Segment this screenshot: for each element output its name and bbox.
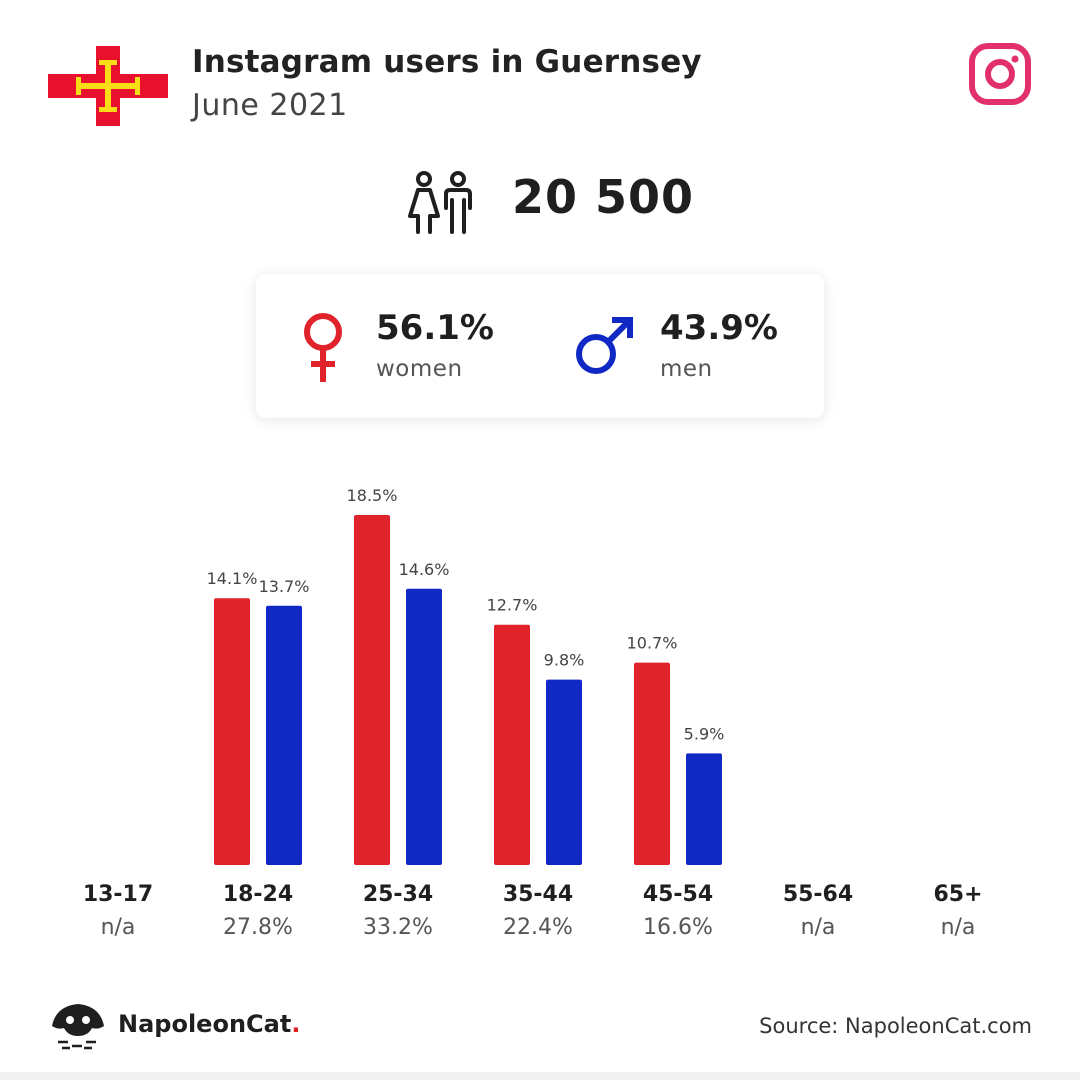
users-icon [408,171,472,234]
male-icon [576,317,633,374]
page-subtitle: June 2021 [192,88,348,123]
bar-45-54-series-2 [686,753,722,865]
brand-name: NapoleonCat. [118,1010,301,1038]
age-gender-bar-chart: 14.1% 13.7% 18.5% 14.6% 12.7% 9.8% 10.7% 5.9% [207,486,725,865]
age-group-label: 13-17 [82,882,154,907]
age-group-total: 22.4% [503,915,573,940]
age-group-total: 27.8% [223,915,293,940]
bar-25-34-series-1 [354,515,390,865]
bar-value-label: 14.1% [207,569,258,588]
bar-value-label: 10.7% [627,634,678,653]
guernsey-flag-icon [48,46,168,126]
bar-35-44-series-1 [494,624,530,865]
age-group-label: 45-54 [642,882,714,907]
bar-value-label: 13.7% [259,577,310,596]
bar-value-label: 14.6% [399,560,450,579]
age-group-label: 25-34 [362,882,434,907]
age-group-13-17: 13-17 n/a [48,882,188,940]
women-percentage: 56.1% [376,308,494,348]
bar-value-label: 5.9% [684,724,725,743]
age-group-total: 16.6% [643,915,713,940]
age-group-label: 55-64 [782,882,854,907]
page-title: Instagram users in Guernsey [192,44,702,80]
age-group-label: 35-44 [502,882,574,907]
age-group-18-24: 18-24 27.8% [188,882,328,940]
age-group-total: n/a [940,915,976,940]
source-credit: Source: NapoleonCat.com [759,1014,1032,1038]
bar-value-label: 12.7% [487,596,538,615]
bar-value-label: 18.5% [347,486,398,505]
napoleoncat-logo-icon [52,1004,104,1050]
bar-18-24-series-2 [266,605,302,865]
age-group-25-34: 25-34 33.2% [328,882,468,940]
age-group-total: 33.2% [363,915,433,940]
men-label: men [660,356,713,382]
age-group-65+: 65+ n/a [888,882,1028,940]
age-group-35-44: 35-44 22.4% [468,882,608,940]
bar-25-34-series-2 [406,588,442,865]
bar-45-54-series-1 [634,662,670,865]
age-group-45-54: 45-54 16.6% [608,882,748,940]
total-users-value: 20 500 [512,170,695,224]
bottom-divider [0,1072,1080,1080]
women-label: women [376,356,463,382]
female-icon [304,313,342,382]
instagram-icon [969,43,1031,105]
bar-value-label: 9.8% [544,651,585,670]
men-percentage: 43.9% [660,308,778,348]
age-group-label: 18-24 [222,882,294,907]
bar-35-44-series-2 [546,679,582,865]
bar-18-24-series-1 [214,598,250,865]
age-group-label: 65+ [933,882,983,907]
age-group-55-64: 55-64 n/a [748,882,888,940]
age-group-total: n/a [100,915,136,940]
gender-split-card: 56.1% women 43.9% men [256,274,824,418]
age-group-total: n/a [800,915,836,940]
